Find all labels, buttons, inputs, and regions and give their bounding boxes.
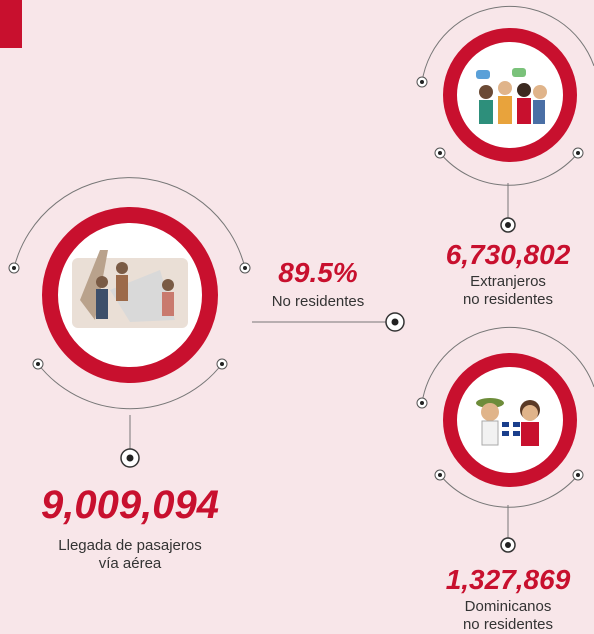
group-label: no residentes bbox=[463, 291, 553, 308]
page: 9,009,094 Llegada de pasajeros vía aérea… bbox=[0, 0, 594, 634]
total-label: vía aérea bbox=[99, 555, 162, 572]
group-2-circle bbox=[422, 327, 594, 538]
total-label: Llegada de pasajeros bbox=[58, 537, 201, 554]
share-label: No residentes bbox=[272, 293, 365, 310]
corner-block bbox=[0, 0, 22, 48]
infographic: 9,009,094 Llegada de pasajeros vía aérea… bbox=[0, 0, 594, 634]
share-value: 89.5% bbox=[278, 257, 357, 288]
group-label: no residentes bbox=[463, 616, 553, 633]
group-value: 1,327,869 bbox=[446, 564, 571, 595]
total-value: 9,009,094 bbox=[41, 483, 219, 527]
group-value: 6,730,802 bbox=[446, 239, 571, 270]
group-label: Extranjeros bbox=[470, 273, 546, 290]
main-group bbox=[14, 178, 387, 450]
group-label: Dominicanos bbox=[465, 598, 552, 615]
group-1-circle bbox=[422, 6, 594, 218]
